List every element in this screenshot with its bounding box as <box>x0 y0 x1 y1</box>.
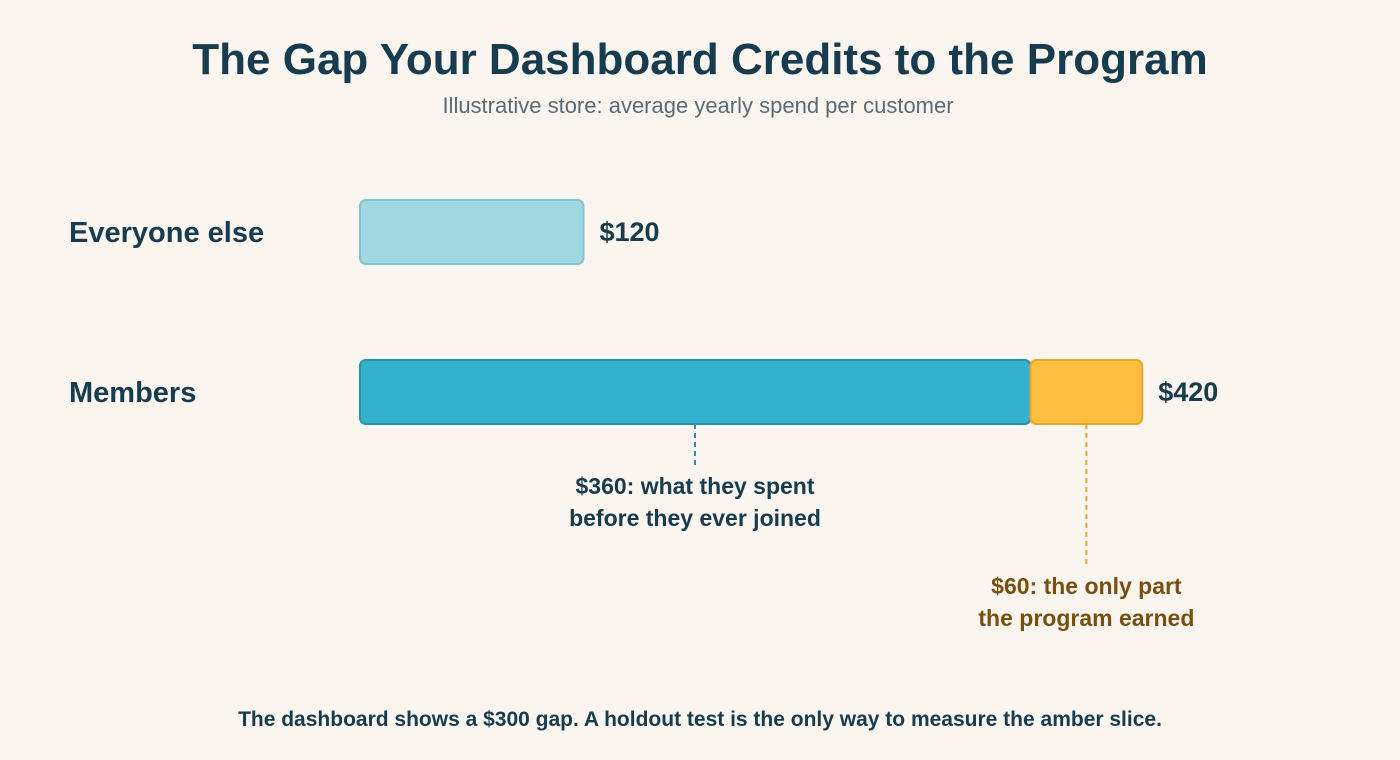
annotation-base-line-1: $360: what they spent <box>575 473 814 499</box>
chart-subtitle: Illustrative store: average yearly spend… <box>442 93 953 118</box>
bar-everyone-else <box>359 199 585 265</box>
annotation-gain-line-2: the program earned <box>978 605 1194 631</box>
value-label-members: $420 <box>1158 377 1218 407</box>
chart-title: The Gap Your Dashboard Credits to the Pr… <box>192 35 1207 84</box>
bar-members-base <box>359 359 1032 425</box>
chart-footnote: The dashboard shows a $300 gap. A holdou… <box>238 708 1162 731</box>
category-label-members: Members <box>69 377 196 409</box>
annotation-gain-line-1: $60: the only part <box>991 573 1182 599</box>
value-label-everyone-else: $120 <box>600 217 660 247</box>
annotation-base-line-2: before they ever joined <box>569 505 821 531</box>
category-label-everyone-else: Everyone else <box>69 217 264 249</box>
bar-members-gain <box>1029 359 1144 425</box>
